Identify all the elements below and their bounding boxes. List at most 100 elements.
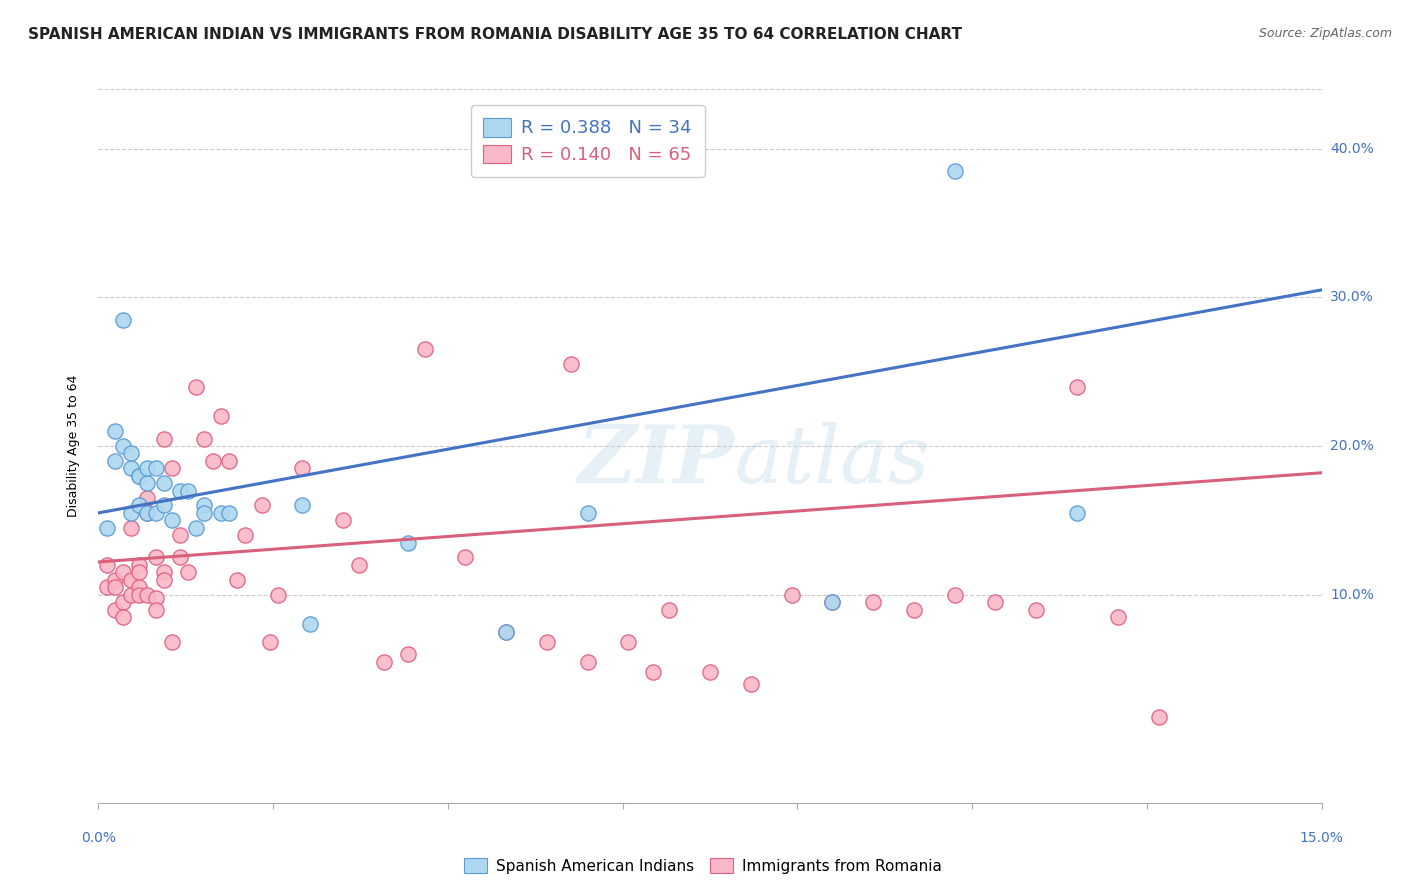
Point: [120, 521, 142, 535]
Point: [160, 635, 183, 649]
Point: [218, 506, 240, 520]
Point: [136, 588, 159, 602]
Point: [617, 635, 640, 649]
Point: [111, 595, 134, 609]
Point: [136, 491, 159, 505]
Point: [160, 461, 183, 475]
Point: [250, 499, 273, 513]
Point: [104, 573, 127, 587]
Point: [396, 535, 419, 549]
Point: [943, 588, 966, 602]
Point: [152, 573, 174, 587]
Point: [104, 602, 127, 616]
Point: [1025, 602, 1047, 616]
Point: [186, 379, 208, 393]
Point: [120, 446, 142, 460]
Point: [413, 343, 436, 357]
Point: [193, 432, 215, 446]
Point: [349, 558, 371, 572]
Text: 10.0%: 10.0%: [1330, 588, 1374, 602]
Point: [104, 580, 127, 594]
Point: [193, 506, 215, 520]
Point: [128, 588, 150, 602]
Point: [96, 558, 118, 572]
Point: [128, 558, 150, 572]
Point: [332, 513, 354, 527]
Point: [128, 468, 150, 483]
Text: 20.0%: 20.0%: [1330, 439, 1374, 453]
Point: [821, 595, 844, 609]
Point: [201, 454, 224, 468]
Point: [145, 602, 167, 616]
Point: [104, 424, 127, 438]
Point: [396, 647, 419, 661]
Point: [136, 506, 159, 520]
Point: [943, 164, 966, 178]
Point: [641, 665, 664, 679]
Point: [821, 595, 844, 609]
Point: [536, 635, 558, 649]
Point: [209, 409, 232, 424]
Point: [96, 521, 118, 535]
Point: [576, 506, 599, 520]
Point: [120, 573, 142, 587]
Point: [267, 588, 290, 602]
Point: [136, 506, 159, 520]
Y-axis label: Disability Age 35 to 64: Disability Age 35 to 64: [67, 375, 80, 517]
Point: [136, 461, 159, 475]
Point: [152, 566, 174, 580]
Point: [903, 602, 925, 616]
Point: [111, 439, 134, 453]
Point: [862, 595, 884, 609]
Legend: Spanish American Indians, Immigrants from Romania: Spanish American Indians, Immigrants fro…: [458, 852, 948, 880]
Point: [259, 635, 281, 649]
Point: [145, 506, 167, 520]
Point: [291, 499, 314, 513]
Point: [984, 595, 1007, 609]
Point: [218, 454, 240, 468]
Point: [111, 566, 134, 580]
Point: [226, 573, 249, 587]
Point: [120, 461, 142, 475]
Point: [169, 483, 191, 498]
Text: SPANISH AMERICAN INDIAN VS IMMIGRANTS FROM ROMANIA DISABILITY AGE 35 TO 64 CORRE: SPANISH AMERICAN INDIAN VS IMMIGRANTS FR…: [28, 27, 962, 42]
Text: atlas: atlas: [734, 422, 929, 499]
Point: [291, 461, 314, 475]
Point: [699, 665, 721, 679]
Point: [128, 468, 150, 483]
Point: [152, 499, 174, 513]
Point: [160, 513, 183, 527]
Point: [177, 483, 200, 498]
Point: [169, 528, 191, 542]
Point: [233, 528, 256, 542]
Point: [1066, 379, 1088, 393]
Point: [186, 521, 208, 535]
Point: [145, 461, 167, 475]
Point: [299, 617, 322, 632]
Point: [177, 566, 200, 580]
Point: [1147, 709, 1170, 723]
Text: 0.0%: 0.0%: [82, 830, 115, 845]
Point: [1066, 506, 1088, 520]
Point: [454, 550, 477, 565]
Point: [193, 499, 215, 513]
Point: [169, 550, 191, 565]
Point: [209, 506, 232, 520]
Text: 40.0%: 40.0%: [1330, 142, 1374, 156]
Point: [128, 566, 150, 580]
Point: [658, 602, 681, 616]
Point: [495, 624, 517, 639]
Text: 30.0%: 30.0%: [1330, 290, 1374, 304]
Point: [740, 677, 762, 691]
Point: [128, 580, 150, 594]
Point: [145, 591, 167, 605]
Text: Source: ZipAtlas.com: Source: ZipAtlas.com: [1258, 27, 1392, 40]
Point: [128, 499, 150, 513]
Point: [780, 588, 803, 602]
Point: [1107, 610, 1129, 624]
Point: [111, 610, 134, 624]
Point: [96, 580, 118, 594]
Legend: R = 0.388   N = 34, R = 0.140   N = 65: R = 0.388 N = 34, R = 0.140 N = 65: [471, 105, 704, 177]
Point: [152, 432, 174, 446]
Point: [111, 312, 134, 326]
